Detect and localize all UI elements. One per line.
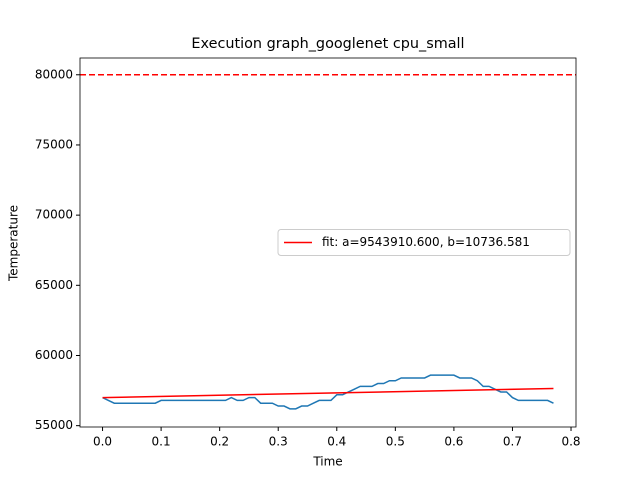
x-tick-label: 0.0 [93, 435, 112, 449]
x-tick-label: 0.4 [327, 435, 346, 449]
legend-box [277, 229, 571, 256]
x-tick-label: 0.3 [269, 435, 288, 449]
x-tick-label: 0.7 [503, 435, 522, 449]
legend-label: fit: a=9543910.600, b=10736.581 [322, 235, 530, 249]
y-tick-label: 70000 [35, 208, 73, 222]
plot-frame [79, 57, 577, 428]
x-tick-label: 0.1 [152, 435, 171, 449]
y-axis-label: Temperature [7, 205, 21, 282]
y-tick-label: 80000 [35, 67, 73, 81]
x-tick-label: 0.6 [444, 435, 463, 449]
y-tick-label: 75000 [35, 137, 73, 151]
chart-title: Execution graph_googlenet cpu_small [191, 36, 464, 52]
data-line [102, 387, 554, 399]
data-line [102, 374, 554, 410]
y-tick-label: 60000 [35, 348, 73, 362]
x-tick-label: 0.2 [210, 435, 229, 449]
x-axis-label: Time [312, 455, 342, 469]
y-tick-label: 65000 [35, 278, 73, 292]
y-tick-label: 55000 [35, 418, 73, 432]
x-tick-label: 0.8 [561, 435, 580, 449]
x-tick-label: 0.5 [386, 435, 405, 449]
